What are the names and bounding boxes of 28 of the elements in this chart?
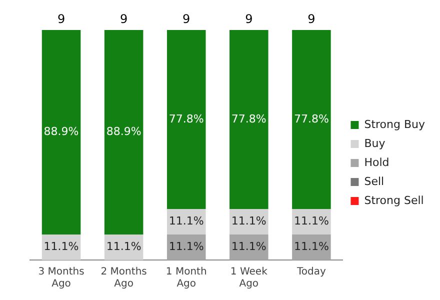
data-label: 11.1% bbox=[168, 240, 204, 254]
data-label: 11.1% bbox=[168, 214, 204, 228]
data-label: 88.9% bbox=[106, 125, 142, 138]
annotation: 9 bbox=[182, 12, 190, 26]
legend-label: Strong Sell bbox=[364, 194, 424, 207]
data-label: 11.1% bbox=[231, 214, 266, 228]
x-tick-label: Today bbox=[296, 266, 326, 278]
data-label: 88.9% bbox=[44, 125, 79, 138]
annotation: 9 bbox=[308, 12, 316, 26]
data-label: 11.1% bbox=[294, 214, 329, 228]
x-tick-label: 1 Month Ago bbox=[166, 266, 207, 290]
data-label: 11.1% bbox=[231, 240, 266, 254]
data-label: 77.8% bbox=[294, 112, 329, 126]
data-label: 11.1% bbox=[44, 240, 79, 254]
x-tick-label: 3 Months Ago bbox=[38, 266, 84, 290]
data-label: 77.8% bbox=[168, 112, 204, 126]
annotation: 9 bbox=[57, 12, 66, 26]
legend-label: Hold bbox=[364, 156, 390, 169]
x-tick-label: 1 Week Ago bbox=[230, 266, 268, 290]
data-label: 11.1% bbox=[294, 240, 329, 254]
legend-label: Buy bbox=[364, 136, 386, 150]
legend-label: Strong Buy bbox=[364, 118, 426, 131]
legend-label: Sell bbox=[364, 174, 384, 188]
data-label: 11.1% bbox=[106, 240, 142, 254]
annotation: 9 bbox=[120, 12, 128, 26]
x-tick-label: 2 Months Ago bbox=[100, 266, 147, 290]
data-label: 77.8% bbox=[231, 112, 266, 126]
annotation: 9 bbox=[245, 12, 253, 26]
